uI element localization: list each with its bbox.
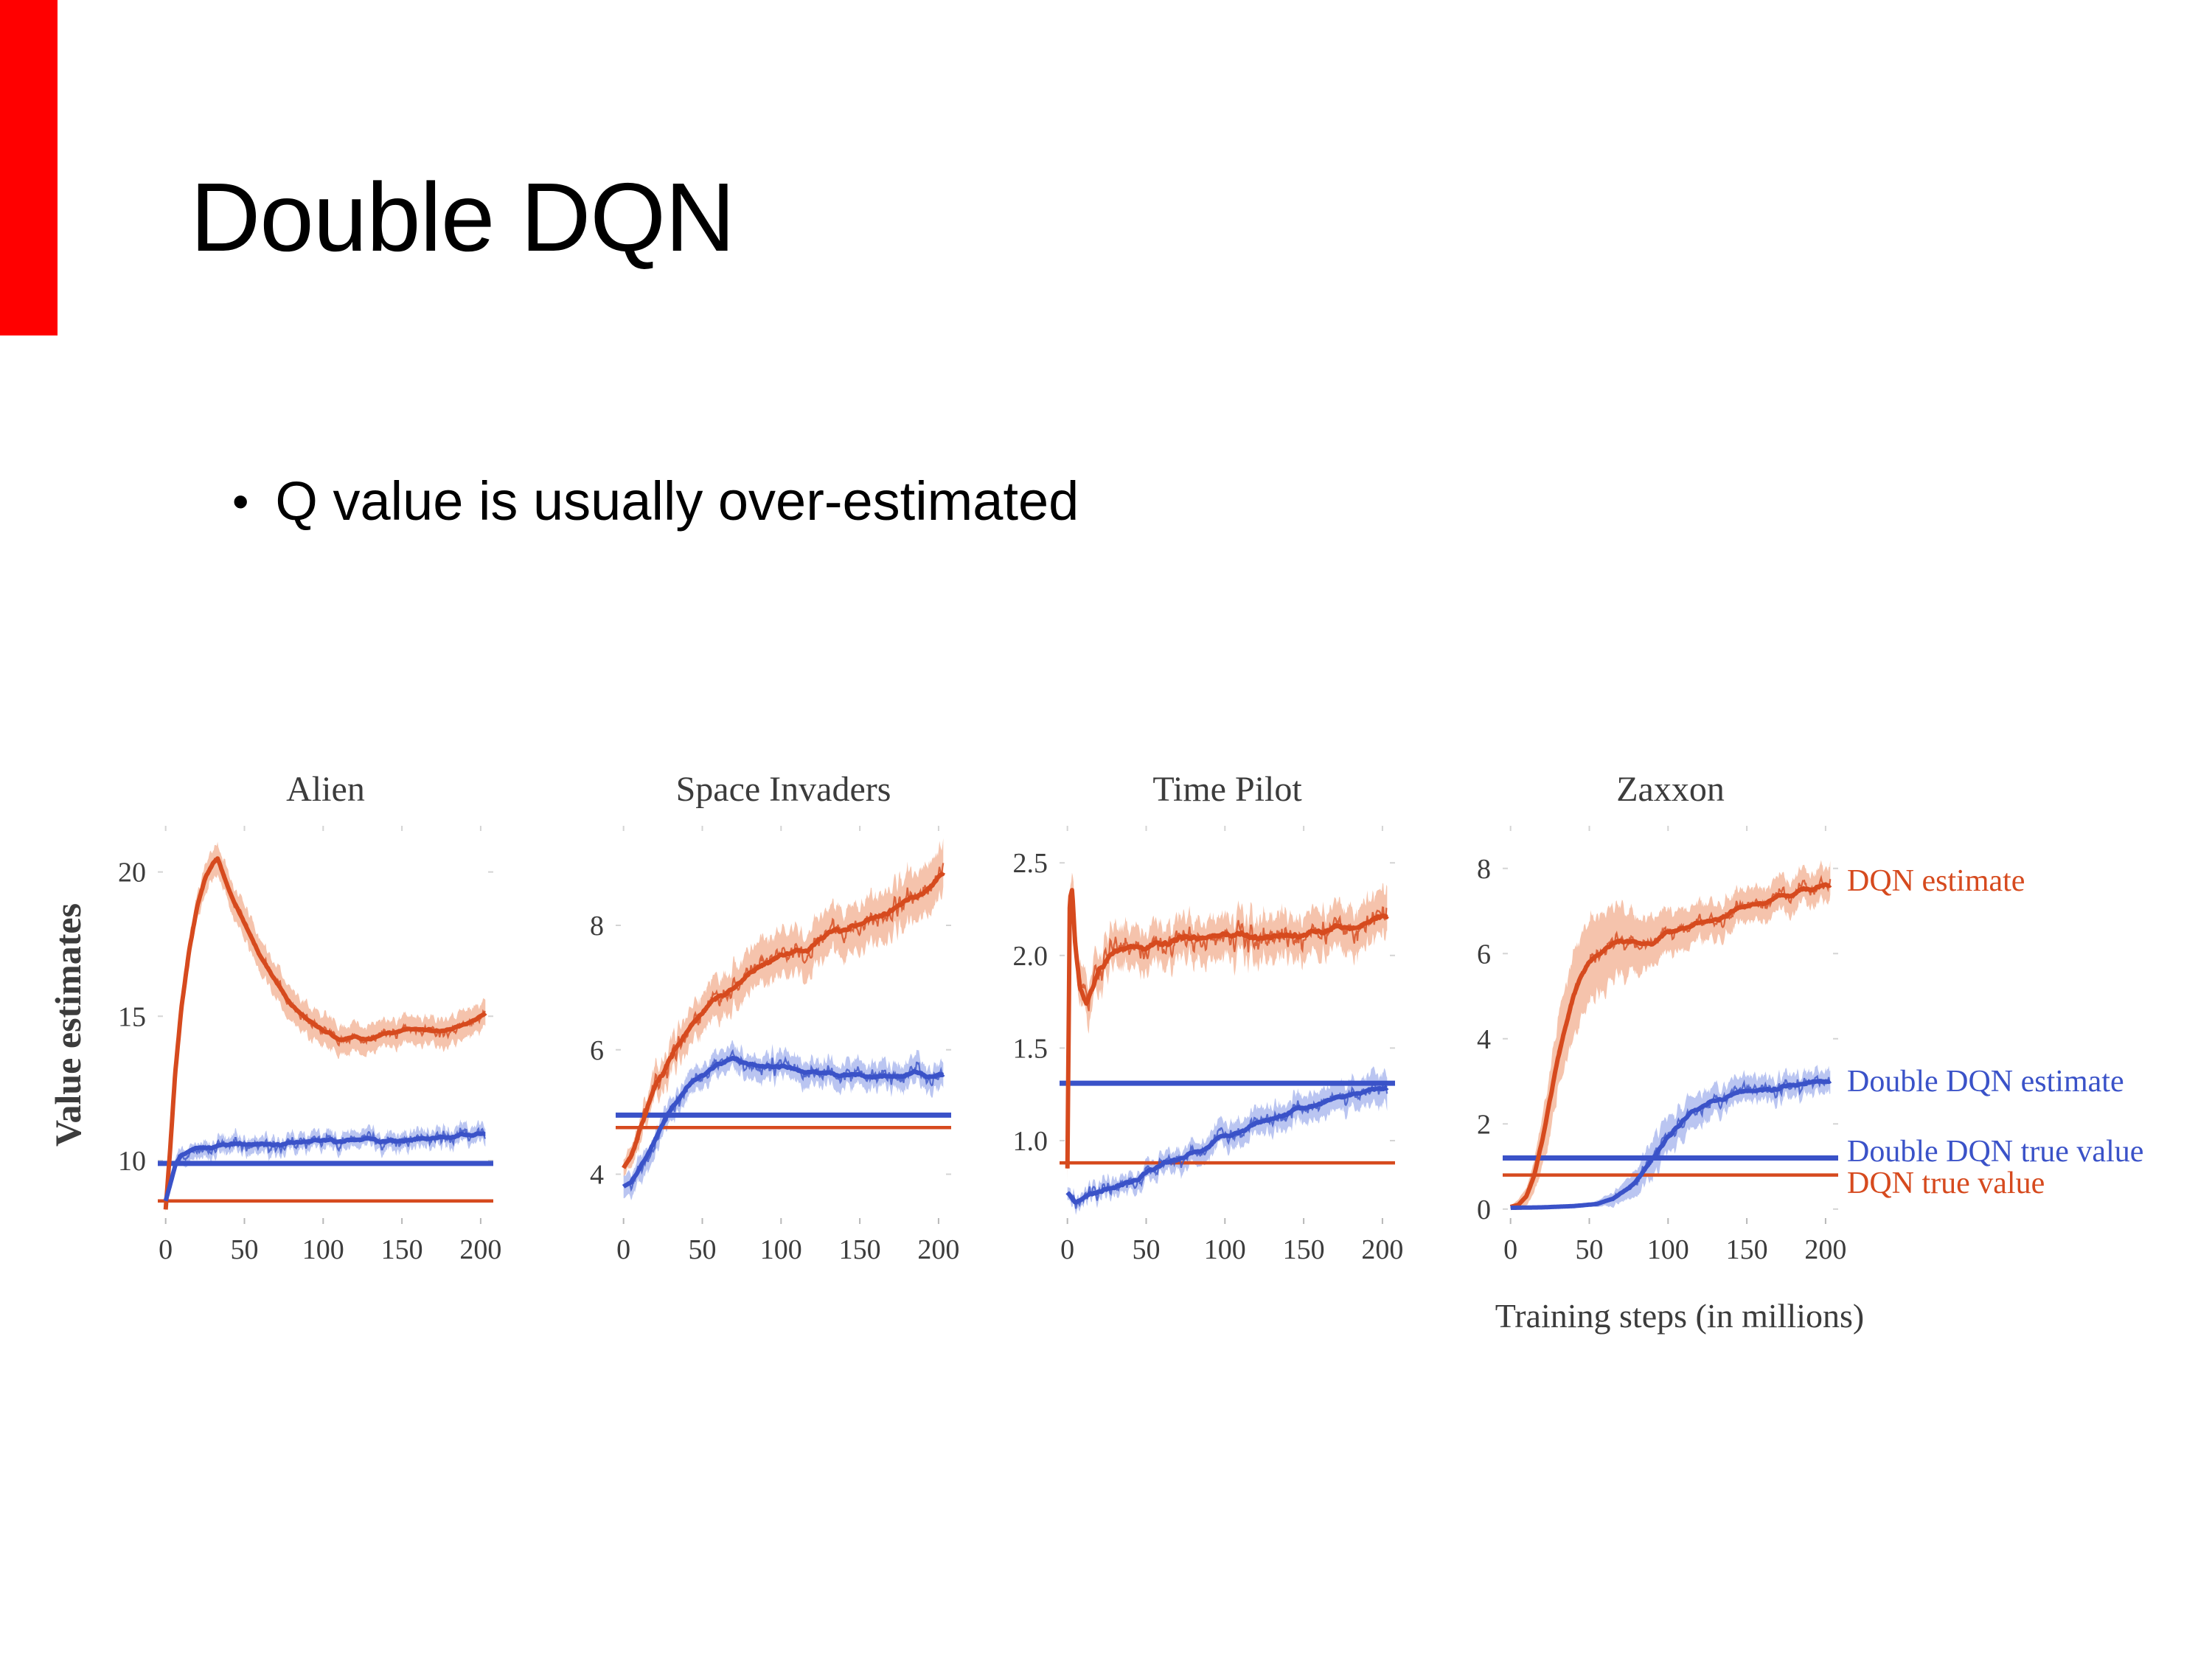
- y-axis-label: Value estimates: [47, 902, 88, 1147]
- svg-text:0: 0: [1503, 1234, 1517, 1265]
- svg-text:2: 2: [1477, 1109, 1491, 1140]
- svg-text:150: 150: [839, 1234, 881, 1265]
- svg-text:0: 0: [1060, 1234, 1074, 1265]
- svg-text:8: 8: [590, 911, 604, 942]
- svg-text:10: 10: [118, 1146, 146, 1177]
- chart-title: Alien: [286, 770, 365, 809]
- svg-text:150: 150: [1726, 1234, 1768, 1265]
- svg-text:50: 50: [688, 1234, 716, 1265]
- chart-block-time-pilot: Time Pilot 0 50 100 150 200 1.0 1.5 2.0 2.5: [993, 767, 1406, 1327]
- svg-text:1.5: 1.5: [1013, 1033, 1048, 1064]
- svg-text:6: 6: [1477, 939, 1491, 970]
- svg-text:4: 4: [590, 1160, 604, 1191]
- svg-text:2.5: 2.5: [1013, 848, 1048, 879]
- chart-block-zaxxon: Zaxxon 0 50 100 150 200 0 2 4 6 8: [1436, 767, 1849, 1327]
- bullet-marker: •: [232, 475, 249, 528]
- bullet-item: • Q value is usually over-estimated: [232, 466, 1079, 537]
- chart-canvas-3: 0 50 100 150 200 0 2 4 6 8: [1477, 826, 1846, 1265]
- chart-title: Space Invaders: [675, 770, 891, 809]
- chart-title: Time Pilot: [1152, 770, 1302, 809]
- svg-text:100: 100: [1647, 1234, 1689, 1265]
- x-axis-label: Training steps (in millions): [1495, 1297, 1865, 1335]
- chart-canvas-2: 0 50 100 150 200 1.0 1.5 2.0 2.5: [1013, 826, 1403, 1265]
- legend-item-3: DQN true value: [1847, 1166, 2045, 1201]
- svg-text:200: 200: [459, 1234, 501, 1265]
- svg-text:200: 200: [1361, 1234, 1403, 1265]
- svg-text:200: 200: [917, 1234, 959, 1265]
- svg-text:6: 6: [590, 1035, 604, 1066]
- svg-text:100: 100: [1204, 1234, 1246, 1265]
- svg-text:200: 200: [1804, 1234, 1846, 1265]
- legend: DQN estimate Double DQN estimate Double …: [1847, 818, 2208, 1305]
- svg-text:0: 0: [1477, 1194, 1491, 1225]
- svg-text:0: 0: [616, 1234, 630, 1265]
- svg-text:8: 8: [1477, 854, 1491, 885]
- svg-text:0: 0: [159, 1234, 173, 1265]
- bullet-text: Q value is usually over-estimated: [275, 470, 1079, 532]
- svg-text:50: 50: [1132, 1234, 1160, 1265]
- svg-text:150: 150: [381, 1234, 423, 1265]
- legend-item-2: Double DQN true value: [1847, 1134, 2144, 1169]
- slide-title: Double DQN: [190, 163, 735, 271]
- svg-text:2.0: 2.0: [1013, 941, 1048, 972]
- svg-text:50: 50: [230, 1234, 258, 1265]
- chart-block-alien: Alien 0 50 100 150 200 10 15 20: [91, 767, 504, 1327]
- svg-text:50: 50: [1575, 1234, 1603, 1265]
- chart-block-space-invaders: Space Invaders 0 50 100 150 200 4 6 8: [549, 767, 962, 1327]
- svg-text:150: 150: [1283, 1234, 1325, 1265]
- legend-item-1: Double DQN estimate: [1847, 1064, 2124, 1099]
- chart-canvas-1: 0 50 100 150 200 4 6 8: [590, 826, 959, 1265]
- svg-text:20: 20: [118, 858, 146, 888]
- svg-text:4: 4: [1477, 1024, 1491, 1055]
- svg-text:15: 15: [118, 1001, 146, 1032]
- chart-canvas-0: 0 50 100 150 200 10 15 20: [118, 826, 501, 1265]
- svg-text:100: 100: [760, 1234, 802, 1265]
- chart-title: Zaxxon: [1616, 770, 1725, 809]
- legend-item-0: DQN estimate: [1847, 864, 2025, 899]
- svg-text:100: 100: [302, 1234, 344, 1265]
- accent-bar: [0, 0, 58, 335]
- svg-text:1.0: 1.0: [1013, 1126, 1048, 1157]
